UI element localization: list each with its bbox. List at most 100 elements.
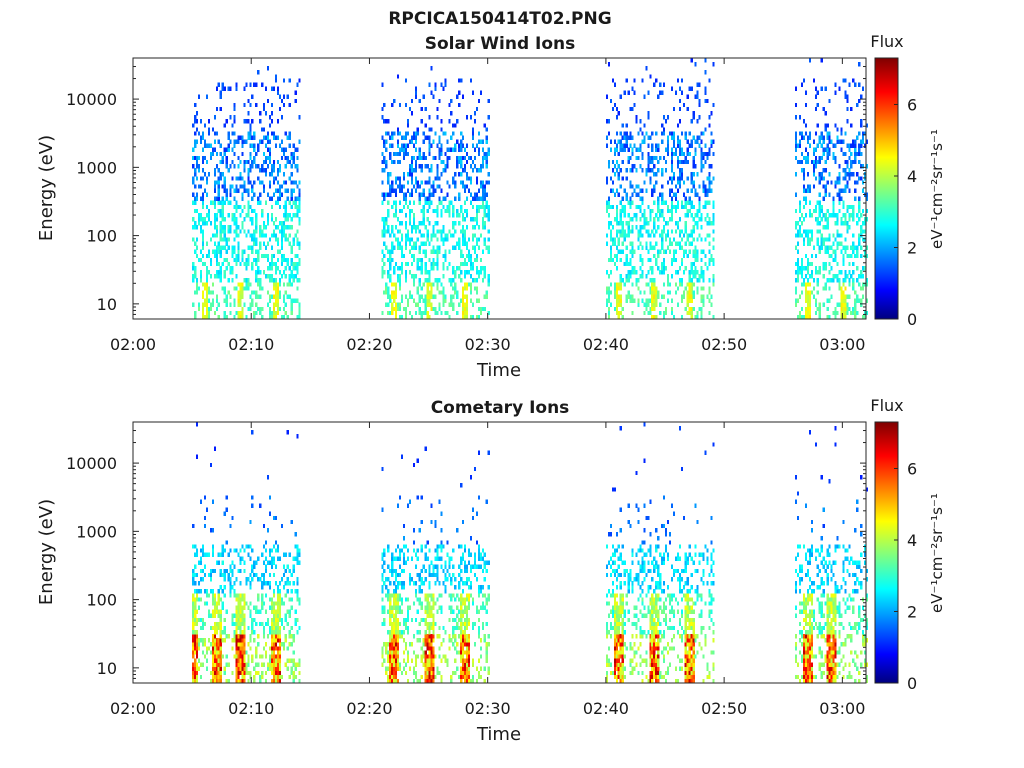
flux-cell [265, 86, 268, 91]
flux-cell [241, 678, 244, 684]
flux-cell [233, 593, 236, 598]
flux-cell [213, 131, 216, 136]
flux-cell [247, 172, 250, 177]
flux-cell [272, 86, 276, 91]
flux-cell [397, 642, 400, 647]
flux-cell [381, 217, 384, 222]
flux-cell [674, 290, 678, 295]
flux-cell [296, 576, 299, 582]
flux-cell [818, 159, 821, 165]
flux-cell [820, 86, 823, 91]
flux-cell [854, 310, 857, 316]
flux-cell [418, 278, 421, 283]
flux-cell [223, 147, 226, 152]
flux-cell [209, 151, 213, 157]
flux-cell [223, 568, 226, 574]
flux-cell [383, 192, 386, 197]
flux-cell [832, 196, 835, 201]
flux-cell [469, 290, 473, 295]
flux-cell [274, 286, 278, 291]
flux-cell [456, 290, 459, 295]
flux-cell [670, 200, 674, 206]
flux-cell [404, 597, 408, 602]
flux-cell [221, 548, 224, 553]
flux-cell [215, 131, 218, 136]
flux-cell [196, 666, 199, 671]
flux-cell [428, 221, 431, 226]
flux-cell [444, 310, 447, 316]
flux-cell [661, 237, 664, 242]
flux-cell [808, 274, 812, 279]
flux-cell [227, 147, 230, 152]
flux-cell [806, 270, 810, 275]
flux-cell [233, 613, 236, 618]
flux-cell [639, 217, 642, 222]
flux-cell [418, 151, 421, 157]
flux-cell [290, 225, 293, 230]
flux-cell [249, 180, 252, 185]
flux-cell [404, 102, 408, 108]
flux-cell [233, 581, 236, 586]
flux-cell [410, 192, 413, 197]
flux-cell [428, 180, 431, 185]
flux-cell [866, 123, 869, 128]
flux-cell [229, 581, 232, 586]
flux-cell [442, 274, 445, 279]
flux-cell [255, 82, 258, 87]
flux-cell [464, 184, 467, 189]
flux-cell [416, 495, 419, 500]
flux-cell [473, 245, 477, 250]
flux-cell [647, 233, 650, 238]
flux-cell [625, 257, 628, 263]
flux-cell [418, 98, 421, 104]
flux-cell [808, 184, 812, 189]
flux-cell [393, 151, 396, 157]
flux-cell [268, 654, 272, 659]
flux-cell [816, 143, 819, 148]
flux-cell [192, 638, 195, 643]
flux-cell [436, 115, 439, 120]
flux-cell [856, 245, 859, 250]
flux-cell [452, 221, 455, 226]
flux-cell [452, 123, 455, 128]
flux-cell [207, 131, 211, 136]
flux-cell [233, 286, 236, 291]
flux-cell [836, 139, 839, 144]
flux-cell [223, 176, 226, 181]
flux-cell [477, 237, 480, 242]
flux-cell [424, 662, 427, 667]
flux-cell [619, 310, 622, 316]
flux-cell [227, 212, 230, 218]
flux-cell [430, 200, 433, 206]
flux-cell [196, 159, 199, 165]
flux-cell [404, 147, 408, 152]
flux-cell [389, 257, 392, 263]
flux-cell [247, 204, 250, 210]
flux-cell [605, 208, 609, 214]
flux-cell [477, 168, 480, 173]
flux-cell [201, 245, 205, 250]
flux-cell [657, 200, 660, 206]
flux-cell [448, 200, 451, 206]
flux-cell [211, 568, 214, 574]
flux-cell [672, 176, 676, 181]
flux-cell [623, 233, 626, 238]
flux-cell [836, 135, 839, 140]
flux-cell [391, 625, 394, 631]
flux-cell [199, 212, 203, 218]
flux-cell [192, 176, 195, 181]
flux-cell [844, 306, 847, 312]
flux-cell [198, 164, 201, 169]
flux-cell [255, 217, 258, 222]
flux-cell [270, 617, 274, 623]
flux-cell [434, 155, 437, 161]
flux-cell [858, 143, 861, 148]
flux-cell [842, 306, 845, 312]
flux-cell [276, 613, 280, 618]
flux-cell [708, 184, 711, 189]
flux-cell [385, 217, 388, 222]
flux-cell [196, 225, 199, 230]
flux-cell [643, 208, 646, 214]
flux-cell [862, 314, 865, 320]
flux-cell [704, 188, 707, 193]
